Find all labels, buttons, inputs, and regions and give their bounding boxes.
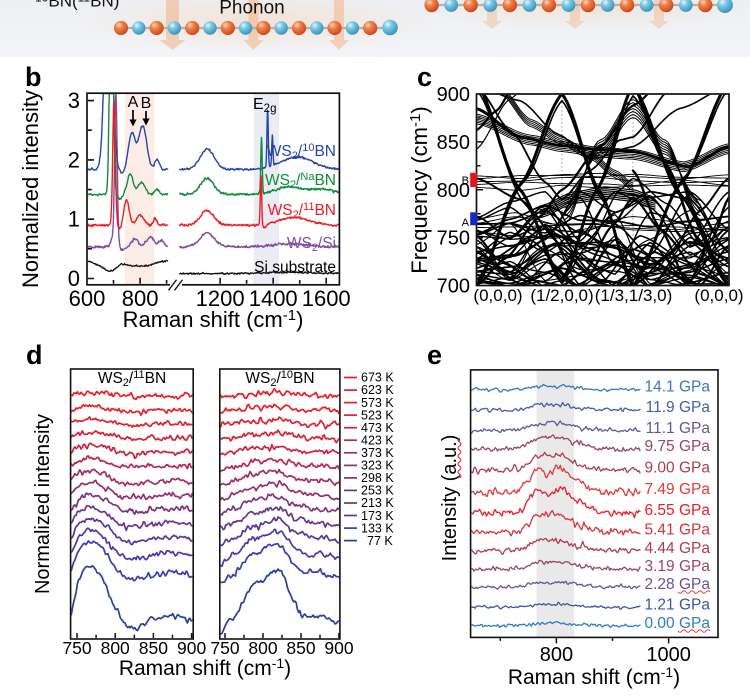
svg-text:253 K: 253 K	[361, 484, 394, 498]
svg-text:9.00 GPa: 9.00 GPa	[645, 460, 711, 477]
svg-text:14.1 GPa: 14.1 GPa	[645, 379, 711, 396]
svg-text:b: b	[25, 62, 42, 92]
svg-text:573 K: 573 K	[361, 396, 394, 410]
svg-text:600: 600	[69, 286, 106, 311]
svg-text:900: 900	[177, 638, 206, 658]
svg-text:c: c	[417, 62, 432, 92]
svg-text:WS2/10BN: WS2/10BN	[267, 142, 336, 162]
svg-text:3: 3	[68, 88, 80, 113]
svg-text:213 K: 213 K	[361, 496, 394, 510]
svg-text:323 K: 323 K	[361, 459, 394, 473]
svg-text:5.41 GPa: 5.41 GPa	[645, 521, 711, 538]
svg-text:Normalized intensity: Normalized intensity	[18, 90, 43, 288]
svg-text:423 K: 423 K	[361, 433, 394, 447]
svg-text:373 K: 373 K	[361, 446, 394, 460]
svg-text:Intensity (a.u.): Intensity (a.u.)	[439, 435, 461, 562]
svg-text:2: 2	[68, 147, 80, 172]
svg-text:A: A	[128, 94, 139, 111]
svg-text:WS2/11BN: WS2/11BN	[98, 369, 166, 389]
svg-text:Frequency (cm-1): Frequency (cm-1)	[407, 106, 432, 273]
svg-text:(1/3,1/3,0): (1/3,1/3,0)	[595, 286, 673, 305]
svg-text:WS2/10BN: WS2/10BN	[245, 369, 314, 389]
svg-text:673 K: 673 K	[361, 371, 394, 385]
svg-text:800: 800	[437, 180, 470, 202]
svg-text:133 K: 133 K	[361, 521, 394, 535]
svg-text:Phonon: Phonon	[219, 0, 285, 19]
svg-text:1600: 1600	[302, 286, 351, 311]
svg-text:623 K: 623 K	[361, 383, 394, 397]
svg-text:473 K: 473 K	[361, 421, 394, 435]
svg-text:1: 1	[68, 207, 80, 232]
svg-text:1.21 GPa: 1.21 GPa	[645, 597, 711, 614]
svg-text:900: 900	[437, 84, 470, 106]
svg-text:298 K: 298 K	[361, 471, 394, 485]
svg-text:WS2/NaBN: WS2/NaBN	[265, 171, 336, 191]
svg-text:1200: 1200	[196, 286, 245, 311]
svg-text:523 K: 523 K	[361, 408, 394, 422]
svg-text:173 K: 173 K	[361, 509, 394, 523]
svg-text:1000: 1000	[646, 644, 691, 666]
svg-text:Si substrate: Si substrate	[254, 259, 336, 276]
svg-text:11.1 GPa: 11.1 GPa	[646, 420, 711, 437]
svg-text:A: A	[462, 217, 470, 229]
svg-text:WS2/11BN: WS2/11BN	[268, 201, 336, 221]
svg-text:Raman shift (cm-1): Raman shift (cm-1)	[119, 655, 291, 680]
svg-text:7.49 GPa: 7.49 GPa	[645, 481, 711, 498]
svg-text:800: 800	[540, 644, 573, 666]
svg-text:9.75 GPa: 9.75 GPa	[645, 438, 711, 455]
svg-text:800: 800	[122, 286, 159, 311]
svg-text:11.9 GPa: 11.9 GPa	[646, 399, 711, 416]
svg-text:B: B	[462, 175, 469, 187]
svg-text:(1/2,0,0): (1/2,0,0)	[530, 286, 593, 305]
svg-text:800: 800	[248, 638, 277, 658]
svg-text:(0,0,0): (0,0,0)	[694, 286, 743, 305]
svg-text:d: d	[26, 340, 43, 370]
svg-text:B: B	[141, 95, 152, 112]
svg-text:750: 750	[210, 638, 239, 658]
svg-text:2.28 GPa: 2.28 GPa	[645, 576, 711, 593]
svg-text:750: 750	[437, 228, 470, 250]
svg-text:3.19 GPa: 3.19 GPa	[645, 558, 711, 575]
svg-text:750: 750	[62, 638, 91, 658]
svg-text:(0,0,0): (0,0,0)	[473, 286, 522, 305]
svg-text:6.55 GPa: 6.55 GPa	[645, 502, 711, 519]
svg-text:900: 900	[324, 638, 353, 658]
svg-text:77 K: 77 K	[367, 534, 393, 548]
svg-text:WS2/Si: WS2/Si	[287, 235, 336, 254]
svg-text:4.44 GPa: 4.44 GPa	[645, 540, 711, 557]
svg-text:Raman shift (cm-1): Raman shift (cm-1)	[508, 664, 680, 689]
svg-text:850: 850	[437, 132, 470, 154]
svg-text:0: 0	[68, 266, 80, 291]
svg-text:10BN(11BN): 10BN(11BN)	[35, 0, 119, 11]
svg-text:e: e	[427, 340, 442, 370]
svg-text:800: 800	[101, 638, 130, 658]
svg-text:0.00 GPa: 0.00 GPa	[645, 615, 711, 632]
svg-text:850: 850	[286, 638, 315, 658]
svg-text:1400: 1400	[249, 286, 298, 311]
svg-text:Normalized intensity: Normalized intensity	[32, 414, 54, 594]
svg-text:700: 700	[437, 276, 470, 298]
svg-text:Raman shift (cm-1): Raman shift (cm-1)	[123, 307, 304, 332]
svg-text:850: 850	[139, 638, 168, 658]
